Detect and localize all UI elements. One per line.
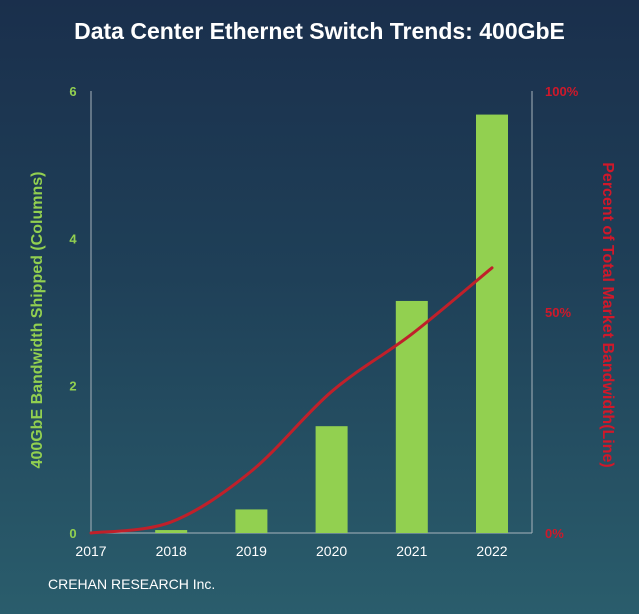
bar-2018 <box>155 530 188 533</box>
bar-2019 <box>235 509 268 533</box>
y2-tick-label: 50% <box>545 305 571 320</box>
y2-tick-label: 0% <box>545 526 564 541</box>
y-tick-label: 6 <box>69 84 76 99</box>
y2-axis-title: Percent of Total Market Bandwidth(Line) <box>599 162 616 468</box>
percent-line <box>89 266 494 535</box>
chart-title: Data Center Ethernet Switch Trends: 400G… <box>74 18 565 44</box>
y-tick-label: 4 <box>69 231 77 246</box>
x-tick-label: 2020 <box>316 543 347 559</box>
x-tick-label: 2019 <box>236 543 267 559</box>
bar-2022 <box>476 114 508 533</box>
y-tick-label: 0 <box>69 526 76 541</box>
y-axis-title: 400GbE Bandwidth Shipped (Columns) <box>29 172 46 469</box>
x-tick-label: 2017 <box>75 543 106 559</box>
bar-2020 <box>315 426 348 533</box>
y2-tick-label: 100% <box>545 84 579 99</box>
x-tick-label: 2018 <box>156 543 187 559</box>
source-footer: CREHAN RESEARCH Inc. <box>48 576 216 592</box>
x-tick-label: 2021 <box>396 543 427 559</box>
y-tick-label: 2 <box>69 379 76 394</box>
x-tick-label: 2022 <box>476 543 507 559</box>
bar-2021 <box>395 300 428 533</box>
